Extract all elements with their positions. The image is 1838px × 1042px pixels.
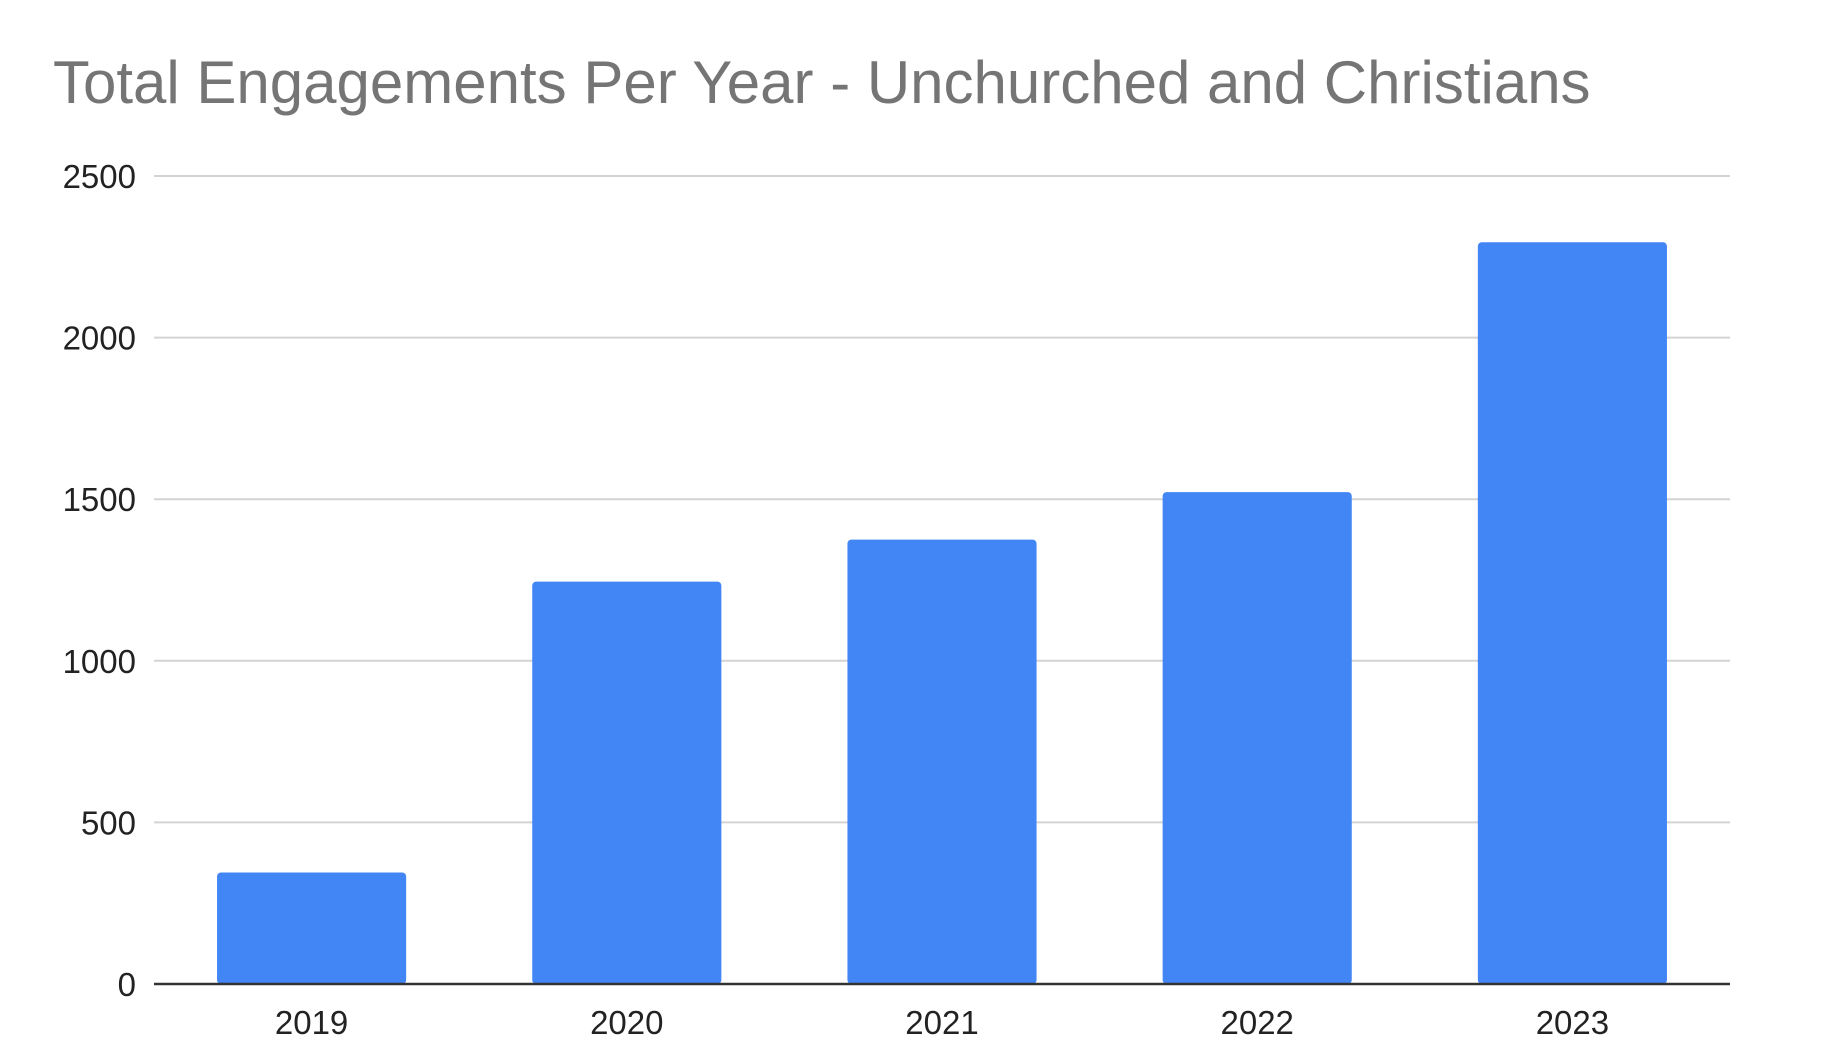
bar-2021 [847, 539, 1037, 984]
bar-2019 [217, 872, 407, 984]
x-tick-label: 2020 [590, 1004, 663, 1041]
x-tick-label: 2023 [1536, 1004, 1609, 1041]
y-tick-label: 500 [81, 804, 136, 841]
chart-title: Total Engagements Per Year - Unchurched … [53, 49, 1591, 116]
bar-2020 [532, 581, 722, 984]
y-tick-label: 2500 [63, 158, 136, 195]
bar-2023 [1477, 242, 1667, 985]
x-tick-label: 2022 [1220, 1004, 1293, 1041]
y-tick-label: 1500 [63, 481, 136, 518]
x-tick-label: 2019 [275, 1004, 348, 1041]
y-tick-label: 2000 [63, 320, 136, 357]
y-tick-label: 1000 [63, 643, 136, 680]
y-tick-label: 0 [118, 966, 136, 1003]
bar-2022 [1162, 492, 1352, 984]
x-tick-label: 2021 [905, 1004, 978, 1041]
